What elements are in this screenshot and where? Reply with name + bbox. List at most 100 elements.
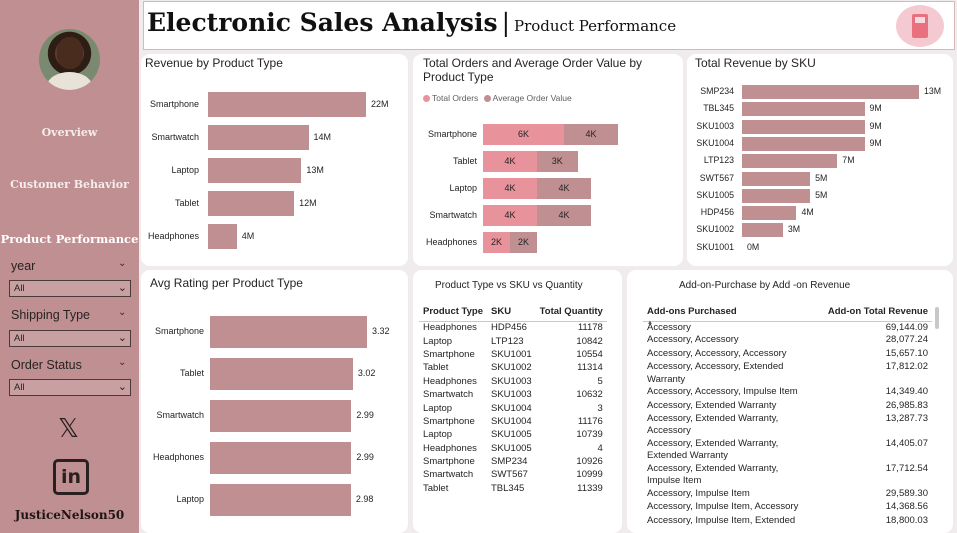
table-row[interactable]: Accessory, Extended Warranty, Impulse It… [643,463,932,488]
sku-quantity-table-card: Product Type vs SKU vs Quantity Product … [413,270,622,533]
data-label: 9M [869,103,882,114]
slicer-year-title: year [11,259,36,273]
column-header[interactable]: Add-on Total Revenue [818,303,932,322]
table-row[interactable]: Accessory, Accessory, Extended Warranty 1… [643,361,932,386]
avatar [39,29,100,90]
author-handle: JusticeNelson50 [14,508,125,522]
x-logo-icon[interactable]: 𝕏 [58,414,79,444]
sidebar: Overview Customer Behavior Product Perfo… [0,0,139,533]
chevron-down-icon[interactable]: ⌄ [118,258,127,269]
table-cell: SKU1001 [491,348,532,360]
year-dropdown[interactable]: All ⌄ [9,280,131,297]
data-label: 14M [313,131,332,142]
table-cell: Accessory, Extended Warranty, Impulse It… [647,462,779,487]
table-row[interactable]: Accessory, Accessory, Accessory 15,657.10 [643,348,932,361]
table-row[interactable]: Smartwatch SKU1003 10632 [419,388,607,401]
nav-overview[interactable]: Overview [41,126,98,139]
table-cell: Accessory, Impulse Item, Accessory [647,501,799,513]
table-cell: SKU1005 [491,442,532,454]
table-row[interactable]: Tablet TBL345 11339 [419,482,607,495]
data-label: 3.32 [372,326,390,336]
column-header[interactable]: SKU [487,303,536,322]
table-row[interactable]: Accessory, Accessory, Impulse Item 14,349… [643,386,932,399]
table-cell: 13,287.73 [885,412,928,424]
bar [210,358,353,390]
table-cell: 11178 [577,322,603,334]
category-label: SKU1003 [696,120,734,131]
data-label: 2K [490,236,502,247]
bar-segment [537,151,578,172]
table-row[interactable]: Accessory, Extended Warranty, Accessory 1… [643,413,932,438]
table-title: Add-on-Purchase by Add -on Revenue [679,280,851,291]
table-cell: Accessory, Accessory, Accessory [647,347,787,359]
table-row[interactable]: Accessory, Extended Warranty 26,985.83 [643,400,932,413]
column-header[interactable]: Add-ons Purchased [643,303,818,322]
data-label: 4K [558,182,570,193]
bar [208,125,309,150]
table-row[interactable]: Accessory, Extended Warranty, Extended W… [643,438,932,463]
table-row[interactable]: Accessory 69,144.09 [643,321,932,334]
addon-revenue-table[interactable]: Add-ons Purchased Add-on Total Revenue A… [643,303,932,528]
table-row[interactable]: Tablet SKU1002 11314 [419,361,607,374]
table-cell: SWT567 [491,469,528,481]
data-label: 4K [504,155,516,166]
bar [742,223,783,238]
table-cell: 14,405.07 [885,437,928,449]
column-header[interactable]: Product Type [419,303,487,322]
table-cell: SKU1004 [491,415,532,427]
order-status-dropdown[interactable]: All ⌄ [9,379,131,396]
table-row[interactable]: Laptop SKU1004 3 [419,401,607,414]
data-label: 5M [815,189,828,200]
column-header[interactable]: Total Quantity [535,303,607,322]
category-label: Headphones [152,452,204,462]
table-cell: Headphones [423,375,477,387]
table-cell: SKU1005 [491,429,532,441]
page-title: Electronic Sales Analysis | Product Perfor… [147,8,677,37]
chart-legend: Total Orders Average Order Value [423,93,572,103]
sku-quantity-table[interactable]: Product Type SKU Total Quantity Headphon… [419,303,607,495]
table-row[interactable]: Laptop LTP123 10842 [419,334,607,347]
revenue-by-product-type-card: Revenue by Product Type Smartphone 22M Sma… [141,54,408,266]
table-row[interactable]: Smartphone SKU1001 10554 [419,348,607,361]
data-label: 4K [504,209,516,220]
nav-product-performance[interactable]: Product Performance [0,232,139,246]
sort-arrow-icon[interactable]: ▲ [647,320,653,326]
table-cell: 28,077.24 [885,334,928,346]
bar [742,188,811,203]
linkedin-logo-icon[interactable]: in [53,459,89,495]
table-row[interactable]: Accessory, Impulse Item, Accessory 14,368… [643,501,932,514]
shipping-type-dropdown[interactable]: All ⌄ [9,330,131,347]
table-row[interactable]: Laptop SKU1005 10739 [419,428,607,441]
nav-customer-behavior[interactable]: Customer Behavior [10,178,129,191]
table-cell: LTP123 [491,335,524,347]
table-cell: Accessory, Extended Warranty, Extended W… [647,437,779,462]
table-cell: Laptop [423,402,453,414]
addon-revenue-table-card: Add-on-Purchase by Add -on Revenue Add-o… [627,270,953,533]
table-row[interactable]: Accessory, Impulse Item, Extended 18,800.… [643,515,932,528]
table-row[interactable]: Headphones SKU1003 5 [419,375,607,388]
category-label: Headphones [425,236,477,247]
table-title: Product Type vs SKU vs Quantity [435,280,583,291]
data-label: 2.99 [356,410,374,420]
page-subtitle: Product Performance [514,17,677,35]
table-row[interactable]: Accessory, Impulse Item 29,589.30 [643,488,932,501]
category-label: HDP456 [700,207,734,218]
chevron-down-icon[interactable]: ⌄ [118,307,127,318]
data-label: 2.99 [356,452,374,462]
data-label: 2.98 [355,494,374,504]
table-row[interactable]: Smartphone SMP234 10926 [419,455,607,468]
table-row[interactable]: Headphones HDP456 11178 [419,321,607,334]
table-row[interactable]: Headphones SKU1005 4 [419,442,607,455]
category-label: Smartphone [149,98,199,109]
chevron-down-icon[interactable]: ⌄ [118,357,127,368]
table-cell: HDP456 [491,322,527,334]
data-label: 3.02 [357,368,376,378]
table-row[interactable]: Accessory, Accessory 28,077.24 [643,334,932,347]
table-cell: 10926 [576,456,603,468]
table-row[interactable]: Smartphone SKU1004 11176 [419,415,607,428]
table-row[interactable]: Smartwatch SWT567 10999 [419,468,607,481]
bar [210,484,351,516]
category-label: SKU1002 [696,224,734,235]
chevron-down-icon: ⌄ [117,282,127,294]
table-scrollbar[interactable] [935,307,939,329]
